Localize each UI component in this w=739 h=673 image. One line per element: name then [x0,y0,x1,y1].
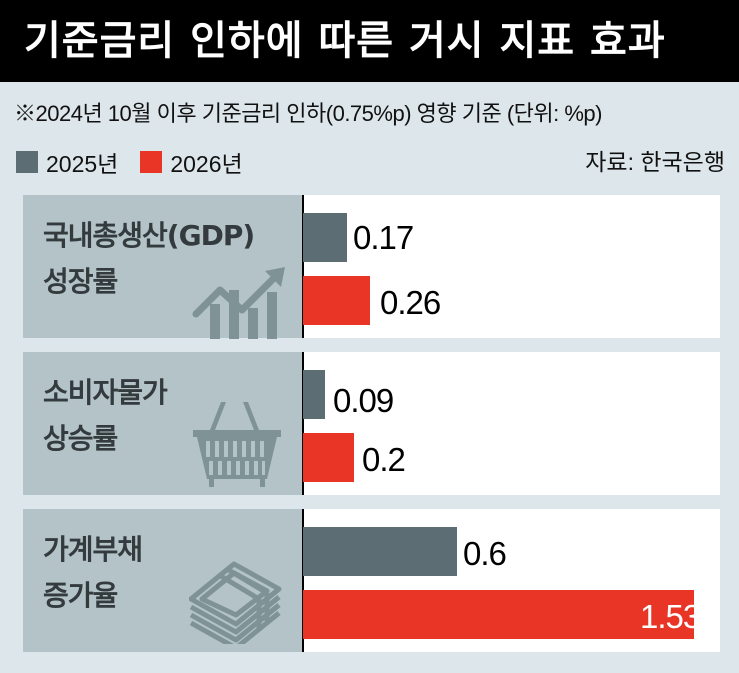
axis-line [302,509,304,652]
axis-line [302,352,304,495]
bar-2026 [303,433,354,482]
chart-title: 기준금리 인하에 따른 거시 지표 효과 [0,0,739,82]
legend-swatch-2025 [16,151,38,173]
source-note: 자료: 한국은행 [585,149,725,175]
panel-label-area: 국내총생산(GDP) 성장률 [23,195,302,339]
bar-value-2026: 0.2 [362,441,406,478]
bar-2026 [303,276,370,325]
category-label-line2: 증가율 [43,579,118,612]
category-label: 소비자물가 상승률 [43,370,168,462]
panel-label-area: 소비자물가 상승률 [23,352,302,495]
category-label-line1: 국내총생산(GDP) [43,219,255,252]
legend-label-2026: 2026년 [170,151,243,177]
category-label-line1: 가계부채 [43,533,143,566]
bar-value-2025: 0.6 [463,535,507,572]
panel-household-debt-growth: 가계부채 증가율 0.6 1.53 [23,509,720,652]
panel-cpi-growth: 소비자물가 상승률 [23,352,720,495]
bar-2026 [303,590,694,639]
legend: 2025년 2026년 [16,146,265,178]
category-label-line1: 소비자물가 [43,376,168,409]
bar-2025 [303,370,325,419]
bar-value-2026: 1.53 [640,598,701,635]
legend-swatch-2026 [140,151,163,173]
bar-value-2026: 0.26 [380,284,441,321]
category-label-line2: 성장률 [43,265,118,298]
axis-line [302,195,304,338]
chart-subtitle: ※2024년 10월 이후 기준금리 인하(0.75%p) 영향 기준 (단위:… [14,101,602,126]
category-label-line2: 상승률 [43,422,118,455]
category-label: 가계부채 증가율 [43,527,143,619]
panel-label-area: 가계부채 증가율 [23,509,302,652]
panel-gdp-growth: 국내총생산(GDP) 성장률 0.17 0.26 [23,195,720,339]
growth-chart-icon [192,267,285,339]
category-label: 국내총생산(GDP) 성장률 [43,213,255,305]
legend-label-2025: 2025년 [46,151,119,177]
legend-item-2026: 2026년 [140,145,243,179]
legend-item-2025: 2025년 [16,145,118,179]
money-stack-icon [189,561,282,644]
shopping-basket-icon [193,402,281,487]
bar-2025 [303,527,457,576]
bar-value-2025: 0.17 [353,219,414,256]
bar-value-2025: 0.09 [333,382,394,419]
bar-2025 [303,213,347,262]
